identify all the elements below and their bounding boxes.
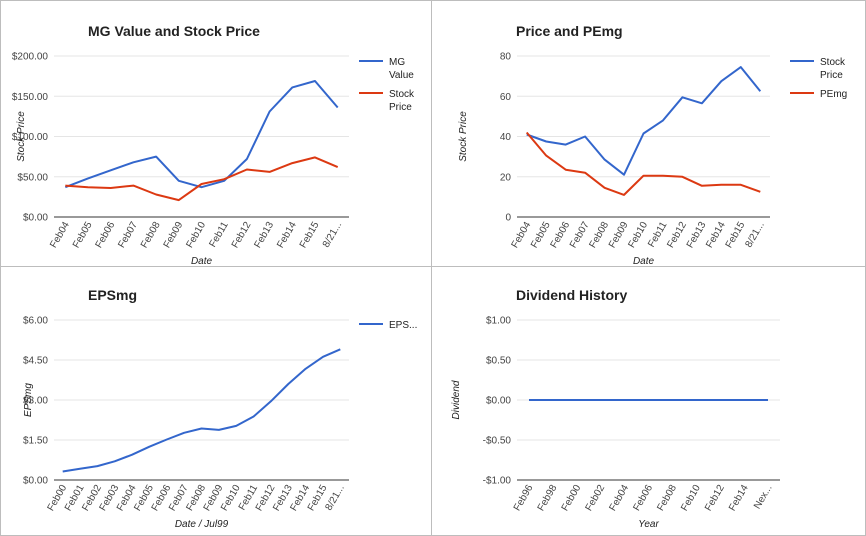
x-tick-label: Feb14 xyxy=(275,220,299,250)
y-tick-label: 60 xyxy=(500,92,512,103)
x-tick-label: Feb09 xyxy=(162,220,186,250)
y-tick-label: $0.00 xyxy=(23,213,48,224)
y-axis-title: Dividend xyxy=(451,380,462,419)
y-tick-label: $0.00 xyxy=(23,476,48,487)
x-tick-label: 8/21... xyxy=(321,220,344,250)
y-tick-label: -$0.50 xyxy=(483,436,512,447)
x-tick-label: Feb08 xyxy=(655,483,679,513)
x-tick-label: Feb10 xyxy=(679,483,703,513)
y-tick-label: $0.50 xyxy=(486,356,511,367)
x-tick-label: Feb96 xyxy=(512,483,536,513)
y-tick-label: 40 xyxy=(500,132,512,143)
x-tick-label: 8/21... xyxy=(743,220,766,250)
y-tick-label: $3.00 xyxy=(23,396,48,407)
x-tick-label: Feb04 xyxy=(607,483,631,513)
chart-title: EPSmg xyxy=(88,287,137,303)
y-tick-label: 80 xyxy=(500,52,512,63)
x-axis-title: Date / Jul99 xyxy=(175,519,229,530)
chart-title: MG Value and Stock Price xyxy=(88,23,260,39)
y-axis-title: EPSmg xyxy=(23,383,34,417)
y-tick-label: $4.50 xyxy=(23,356,48,367)
y-tick-label: $0.00 xyxy=(486,396,511,407)
y-axis-title: Stock Price xyxy=(16,111,27,162)
mg-value-chart: MG Value and Stock Price $0.00 $50.00 $100.… xyxy=(12,23,415,267)
y-tick-label: -$1.00 xyxy=(483,476,512,487)
x-tick-label: Feb15 xyxy=(298,220,322,250)
y-tick-label: $50.00 xyxy=(17,172,48,183)
legend-label: MG xyxy=(389,57,405,68)
legend-label: Stock xyxy=(820,57,846,68)
x-tick-label: Feb05 xyxy=(71,220,95,250)
x-axis-title: Date xyxy=(633,256,655,267)
chart-panel-price-pemg: Price and PEmg 0 20 40 60 80 Feb04 Feb05 Feb06 Fe… xyxy=(431,0,866,270)
x-tick-label: Feb98 xyxy=(536,483,560,513)
chart-title: Dividend History xyxy=(516,287,627,303)
x-tick-label: Feb07 xyxy=(116,220,140,250)
x-tick-label: Feb06 xyxy=(631,483,655,513)
x-tick-label: Feb02 xyxy=(584,483,608,513)
x-tick-label: Feb08 xyxy=(139,220,163,250)
series-line-stock-price xyxy=(65,156,339,202)
chart-panel-epsmg: EPSmg $0.00 $1.50 $3.00 $4.50 $6.00 Feb00 Feb01… xyxy=(0,266,432,536)
legend-label: PEmg xyxy=(820,89,847,100)
chart-panel-dividend-history: Dividend History -$1.00 -$0.50 $0.00 $0.50 $1… xyxy=(431,266,866,536)
legend-label: Price xyxy=(389,102,412,113)
x-tick-label: Feb14 xyxy=(727,483,751,513)
x-tick-label: Feb12 xyxy=(230,220,254,250)
x-tick-label: Feb06 xyxy=(94,220,118,250)
epsmg-chart: EPSmg$0.00$1.50$3.00$4.50$6.00Feb00Feb01… xyxy=(23,287,417,530)
chart-title: Price and PEmg xyxy=(516,23,623,39)
y-tick-label: 20 xyxy=(500,172,512,183)
y-tick-label: 0 xyxy=(505,213,511,224)
y-tick-label: $150.00 xyxy=(12,92,49,103)
x-axis-title: Year xyxy=(638,519,659,530)
x-tick-label: Nex... xyxy=(752,483,775,511)
legend-label: EPS... xyxy=(389,320,417,331)
price-pemg-chart: Price and PEmg020406080Feb04Feb05Feb06Fe… xyxy=(458,23,847,267)
x-tick-label: Feb04 xyxy=(48,220,72,250)
y-tick-label: $6.00 xyxy=(23,316,48,327)
y-tick-label: $200.00 xyxy=(12,52,49,63)
series-line-pemg xyxy=(525,131,761,196)
x-tick-label: Feb10 xyxy=(184,220,208,250)
x-tick-label: Feb13 xyxy=(252,220,276,250)
y-tick-label: $1.00 xyxy=(486,316,511,327)
series-line-mg-value xyxy=(64,80,339,189)
y-axis-title: Stock Price xyxy=(458,111,469,162)
x-tick-label: Feb11 xyxy=(207,220,231,250)
legend-label: Value xyxy=(389,70,414,81)
dividend-history-chart: Dividend History -$1.00 -$0.50 $0.00 $0.50 $1… xyxy=(451,287,780,530)
x-tick-label: Feb00 xyxy=(560,483,584,513)
legend-label: Price xyxy=(820,70,843,81)
series-line-stock-price xyxy=(526,66,762,176)
y-tick-label: $100.00 xyxy=(12,132,49,143)
legend-label: Stock xyxy=(389,89,415,100)
x-axis-title: Date xyxy=(191,256,213,267)
chart-panel-mg-value: MG Value and Stock Price $0.00 $50.00 $100.… xyxy=(0,0,432,270)
series-line-eps xyxy=(62,348,341,473)
y-tick-label: $1.50 xyxy=(23,436,48,447)
x-tick-label: Feb12 xyxy=(703,483,727,513)
x-tick-label: Feb10 xyxy=(626,220,650,250)
